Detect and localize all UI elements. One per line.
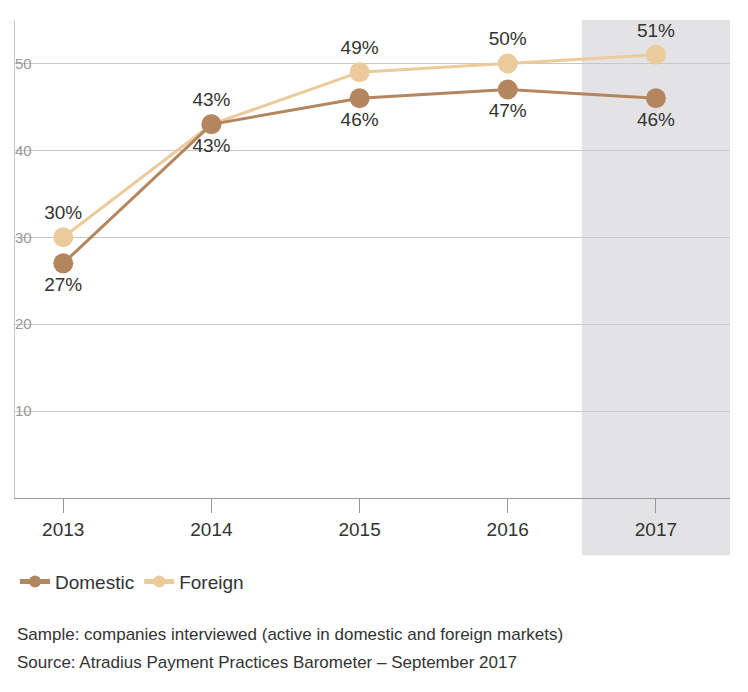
svg-text:Domestic: Domestic: [55, 572, 134, 593]
svg-text:49%: 49%: [341, 37, 379, 58]
svg-text:43%: 43%: [192, 89, 230, 110]
svg-text:50: 50: [15, 55, 32, 72]
svg-text:47%: 47%: [489, 100, 527, 121]
svg-text:20: 20: [15, 315, 32, 332]
svg-text:2016: 2016: [487, 519, 529, 540]
svg-text:46%: 46%: [637, 109, 675, 130]
svg-text:10: 10: [15, 402, 32, 419]
svg-text:40: 40: [15, 142, 32, 159]
svg-text:51%: 51%: [637, 20, 675, 41]
svg-text:2015: 2015: [338, 519, 380, 540]
svg-text:2014: 2014: [190, 519, 233, 540]
svg-text:30%: 30%: [44, 202, 82, 223]
svg-text:27%: 27%: [44, 274, 82, 295]
svg-text:2017: 2017: [635, 519, 677, 540]
svg-text:Source: Atradius Payment Pract: Source: Atradius Payment Practices Barom…: [17, 653, 517, 672]
svg-text:Foreign: Foreign: [179, 572, 243, 593]
svg-text:30: 30: [15, 229, 32, 246]
svg-text:46%: 46%: [341, 109, 379, 130]
svg-text:Sample: companies interviewed: Sample: companies interviewed (active in…: [17, 625, 563, 644]
svg-text:43%: 43%: [192, 135, 230, 156]
svg-text:2013: 2013: [42, 519, 84, 540]
svg-text:50%: 50%: [489, 28, 527, 49]
